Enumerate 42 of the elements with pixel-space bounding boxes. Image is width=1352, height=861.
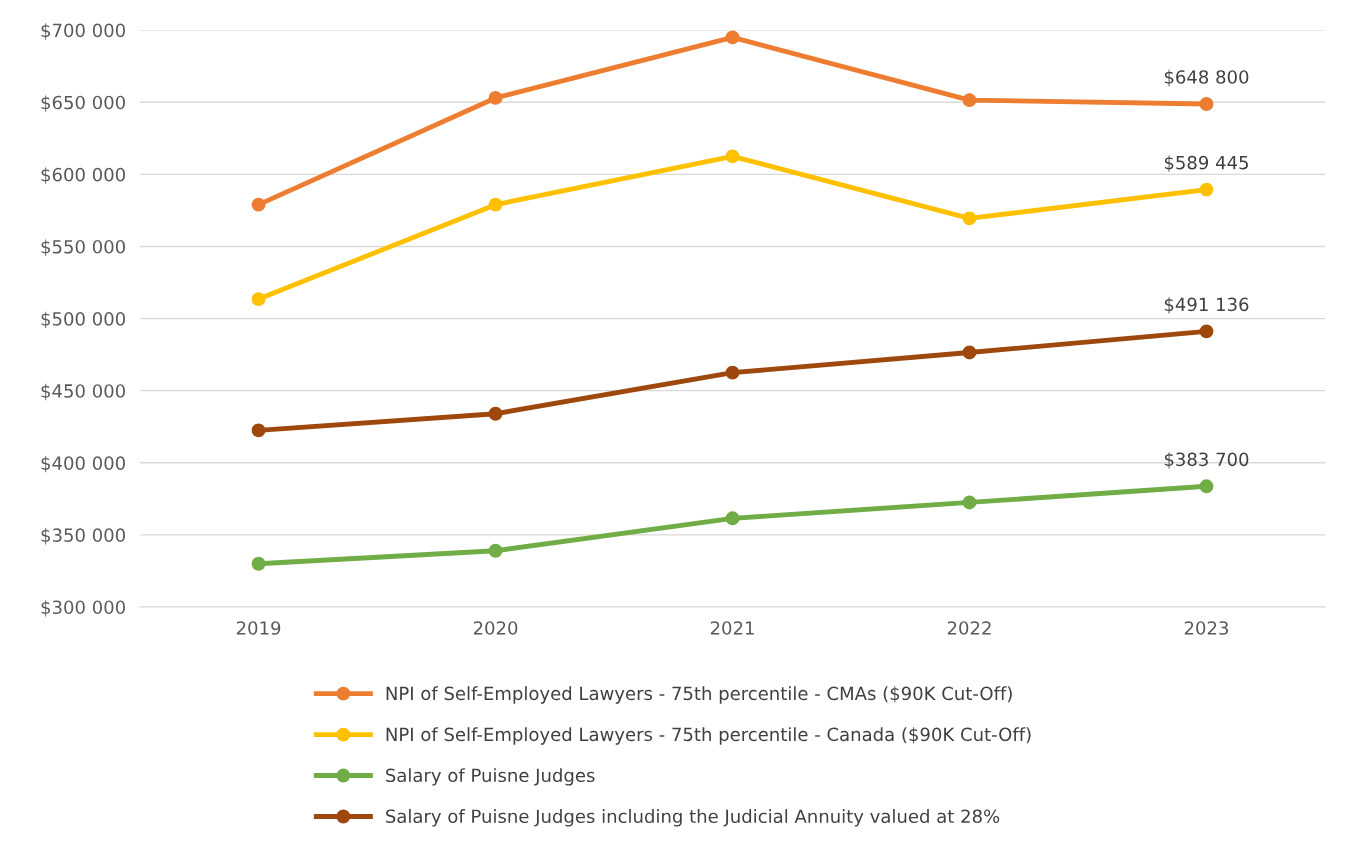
point bbox=[1199, 479, 1214, 494]
point bbox=[962, 495, 977, 510]
y-tick-label: $550 000 bbox=[41, 239, 125, 256]
y-tick-label: $300 000 bbox=[41, 600, 125, 617]
point bbox=[1199, 182, 1214, 197]
y-tick-label: $500 000 bbox=[41, 311, 125, 329]
point bbox=[725, 149, 740, 164]
y-tick-label: $450 000 bbox=[41, 383, 125, 401]
y-tick-label: $350 000 bbox=[41, 528, 125, 545]
y-tick-label: $700 000 bbox=[41, 23, 125, 40]
point bbox=[962, 345, 977, 360]
point bbox=[962, 93, 977, 108]
x-tick-label: 2020 bbox=[473, 621, 518, 635]
y-tick-label: $400 000 bbox=[41, 455, 125, 473]
point bbox=[1199, 97, 1214, 111]
y-tick-label: $600 000 bbox=[41, 167, 125, 184]
point bbox=[251, 423, 266, 438]
data-label: $383 700 bbox=[1164, 452, 1249, 469]
x-tick-label: 2019 bbox=[236, 621, 281, 635]
legend-label: Salary of Puisne Judges including the Judicial Annuity valued at 28% bbox=[386, 809, 1000, 827]
point bbox=[488, 406, 503, 421]
point bbox=[725, 30, 740, 45]
point bbox=[962, 211, 977, 226]
y-tick-label: $650 000 bbox=[41, 95, 125, 112]
legend-label: Salary of Puisne Judges bbox=[386, 768, 595, 786]
point bbox=[725, 365, 740, 380]
data-label: $648 800 bbox=[1164, 69, 1249, 87]
x-tick-label: 2023 bbox=[1184, 621, 1228, 635]
point bbox=[251, 197, 266, 212]
x-tick-label: 2022 bbox=[947, 621, 991, 635]
legend-label: NPI of Self-Employed Lawyers - 75th percentile - Canada ($90K Cut-Off) bbox=[386, 727, 1031, 745]
x-tick-label: 2021 bbox=[710, 621, 754, 635]
point bbox=[488, 543, 503, 558]
legend-label: NPI of Self-Employed Lawyers - 75th percentile - CMAs ($90K Cut-Off) bbox=[386, 686, 1012, 704]
data-label: $589 445 bbox=[1164, 155, 1248, 172]
point bbox=[251, 556, 266, 571]
point bbox=[1199, 324, 1214, 339]
point bbox=[725, 511, 740, 526]
data-label: $491 136 bbox=[1164, 297, 1249, 314]
point bbox=[251, 292, 266, 307]
point bbox=[488, 197, 503, 212]
point bbox=[488, 90, 503, 105]
